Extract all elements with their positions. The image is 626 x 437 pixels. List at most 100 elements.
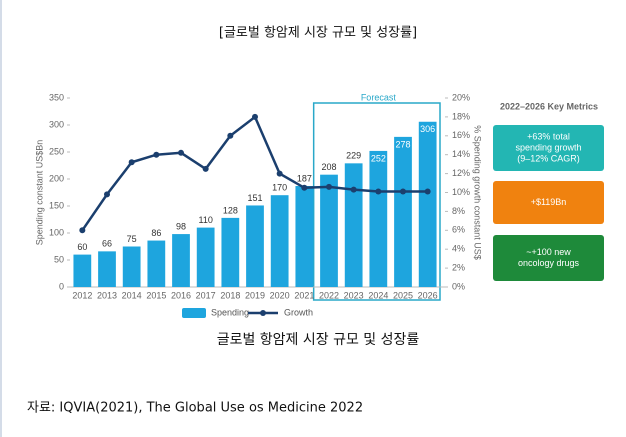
y-tick-label: 50: [54, 254, 64, 264]
x-tick-label: 2023: [344, 290, 364, 300]
y-tick-label: 300: [49, 119, 64, 129]
bar-value-label: 170: [272, 183, 287, 193]
key-metrics-title: 2022–2026 Key Metrics: [500, 101, 598, 111]
bar-value-label: 306: [420, 124, 435, 134]
y-tick-label: 150: [49, 200, 64, 210]
legend-label: Growth: [284, 307, 313, 317]
bar-value-label: 66: [102, 239, 112, 249]
y-tick-label: 0: [59, 281, 64, 291]
growth-point: [202, 165, 209, 172]
x-tick-label: 2025: [393, 290, 413, 300]
growth-point: [400, 188, 406, 195]
x-tick-label: 2016: [171, 290, 191, 300]
legend-label: Spending: [211, 307, 249, 317]
growth-point: [153, 151, 160, 158]
bar-value-label: 98: [176, 221, 186, 231]
legend-marker: [260, 310, 266, 316]
bar: [246, 205, 264, 287]
bar: [295, 186, 314, 287]
bar: [320, 174, 338, 287]
bar: [73, 254, 92, 287]
metric-text: +63% total: [527, 131, 570, 141]
y2-tick-label: 18%: [452, 111, 470, 121]
bar: [221, 217, 240, 287]
growth-point: [326, 183, 332, 190]
bar: [98, 251, 116, 287]
caption: 글로벌 항암제 시장 규모 및 성장률: [217, 332, 420, 348]
growth-point: [227, 132, 234, 139]
x-tick-label: 2014: [122, 290, 142, 300]
bar-value-label: 75: [127, 234, 137, 244]
x-tick-label: 2018: [220, 290, 240, 300]
y-axis-label: Spending constant US$Bn: [34, 140, 44, 246]
growth-point: [252, 113, 258, 120]
y2-tick-label: 4%: [452, 244, 465, 254]
y2-tick-label: 12%: [452, 168, 470, 178]
y2-tick-label: 16%: [452, 130, 470, 140]
growth-point: [375, 188, 382, 195]
bar: [196, 227, 215, 287]
growth-point: [301, 184, 308, 191]
y2-tick-label: 14%: [452, 149, 470, 159]
y-tick-label: 200: [49, 173, 64, 183]
growth-point: [424, 188, 431, 195]
forecast-label: Forecast: [361, 92, 397, 102]
metric-text: (9–12% CAGR): [517, 153, 580, 163]
metric-box: [493, 235, 604, 281]
bar: [172, 234, 190, 287]
metric-text: spending growth: [515, 142, 581, 152]
x-tick-label: 2020: [270, 290, 290, 300]
y-tick-label: 350: [49, 92, 64, 102]
bar-value-label: 208: [321, 162, 336, 172]
bar: [369, 150, 388, 287]
x-tick-label: 2013: [97, 290, 117, 300]
bar-value-label: 252: [371, 153, 386, 163]
x-tick-label: 2012: [72, 290, 92, 300]
y-tick-label: 100: [49, 227, 64, 237]
metric-text: +$119Bn: [531, 197, 567, 207]
bar-value-label: 229: [346, 151, 361, 161]
y2-tick-label: 20%: [452, 92, 470, 102]
x-tick-label: 2022: [319, 290, 339, 300]
bar-value-label: 151: [247, 193, 262, 203]
x-tick-label: 2015: [146, 290, 166, 300]
y2-tick-label: 10%: [452, 187, 470, 197]
legend-swatch: [182, 308, 206, 318]
metric-text: oncology drugs: [518, 258, 580, 268]
metric-box: [493, 181, 604, 224]
x-tick-label: 2026: [418, 290, 438, 300]
y-tick-label: 250: [49, 146, 64, 156]
source: 자료: IQVIA(2021), The Global Use os Medic…: [27, 401, 363, 416]
bar: [270, 195, 289, 287]
x-tick-label: 2024: [368, 290, 388, 300]
growth-point: [276, 170, 283, 177]
metric-box: [493, 125, 604, 171]
y2-tick-label: 6%: [452, 225, 465, 235]
bar-value-label: 110: [198, 215, 212, 225]
bar: [122, 246, 141, 287]
growth-point: [128, 159, 135, 166]
bar-value-label: 60: [77, 242, 87, 252]
y2-tick-label: 0%: [452, 281, 465, 291]
growth-point: [79, 227, 86, 234]
y2-tick-label: 8%: [452, 206, 465, 216]
page-title: [글로벌 항암제 시장 규모 및 성장률]: [219, 26, 417, 41]
metric-text: ~+100 new: [526, 247, 571, 257]
forecast-box: [312, 102, 441, 301]
bar-value-label: 278: [395, 139, 410, 149]
growth-point: [178, 149, 184, 156]
bar-value-label: 128: [223, 205, 238, 215]
bar-value-label: 187: [297, 173, 312, 183]
y2-tick-label: 2%: [452, 262, 465, 272]
growth-point: [350, 186, 357, 193]
bar: [418, 121, 437, 287]
bar: [147, 240, 166, 287]
bar: [394, 136, 412, 287]
x-tick-label: 2017: [196, 290, 216, 300]
bar-value-label: 86: [151, 228, 161, 238]
x-tick-label: 2021: [294, 290, 314, 300]
bar: [344, 163, 363, 287]
y2-axis-label: % Spending growth constant US$: [473, 125, 483, 260]
